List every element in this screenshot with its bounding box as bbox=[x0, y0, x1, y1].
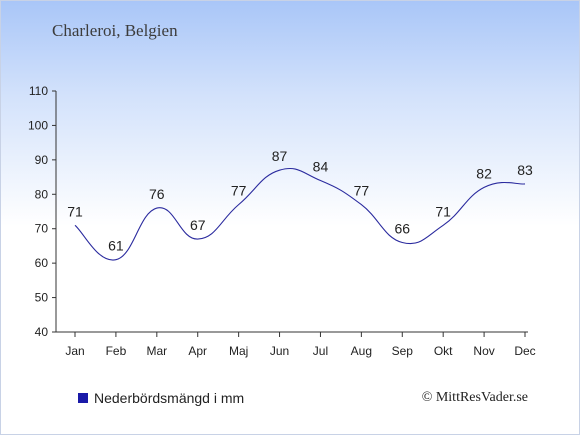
y-tick-label: 80 bbox=[35, 187, 49, 201]
x-tick-label: Apr bbox=[188, 344, 207, 358]
data-label: 71 bbox=[67, 203, 83, 219]
data-label: 87 bbox=[272, 148, 288, 164]
x-tick-label: Mar bbox=[146, 344, 167, 358]
data-label: 67 bbox=[190, 217, 206, 233]
data-label: 66 bbox=[394, 220, 410, 236]
data-label: 82 bbox=[476, 165, 492, 181]
x-tick-label: Aug bbox=[351, 344, 372, 358]
series-layer bbox=[74, 167, 526, 261]
site-credit: © MittResVader.se bbox=[421, 390, 528, 405]
data-label: 84 bbox=[313, 159, 329, 175]
x-tick-label: Dec bbox=[514, 344, 535, 358]
series-line bbox=[74, 167, 526, 261]
x-tick-label: Jan bbox=[65, 344, 84, 358]
x-tick-label: Maj bbox=[229, 344, 248, 358]
y-tick-label: 70 bbox=[35, 222, 49, 236]
legend-swatch bbox=[78, 393, 88, 403]
legend: Nederbördsmängd i mm bbox=[78, 390, 244, 406]
x-tick-label: Jun bbox=[270, 344, 289, 358]
data-label: 77 bbox=[231, 183, 247, 199]
y-tick-label: 100 bbox=[28, 118, 48, 132]
x-tick-label: Nov bbox=[473, 344, 494, 358]
data-label: 76 bbox=[149, 186, 165, 202]
axes: 40 50 60 70 80 90 100 110 Jan Feb Mar Apr Maj Jun Jul A… bbox=[28, 84, 536, 358]
data-label: 77 bbox=[354, 183, 370, 199]
x-tick-label: Okt bbox=[434, 344, 453, 358]
x-tick-label: Jul bbox=[313, 344, 328, 358]
legend-label: Nederbördsmängd i mm bbox=[94, 390, 245, 406]
data-labels: 71 61 76 67 77 87 84 77 66 71 82 83 bbox=[67, 148, 533, 254]
y-tick-label: 60 bbox=[35, 256, 49, 270]
x-tick-label: Feb bbox=[106, 344, 127, 358]
data-label: 83 bbox=[517, 162, 533, 178]
y-tick-label: 90 bbox=[35, 153, 49, 167]
chart-title: Charleroi, Belgien bbox=[52, 21, 178, 40]
y-tick-label: 40 bbox=[35, 325, 49, 339]
x-tick-label: Sep bbox=[392, 344, 414, 358]
y-tick-label: 50 bbox=[35, 291, 49, 305]
data-label: 71 bbox=[435, 203, 451, 219]
y-tick-label: 110 bbox=[29, 84, 48, 98]
data-label: 61 bbox=[108, 238, 124, 254]
